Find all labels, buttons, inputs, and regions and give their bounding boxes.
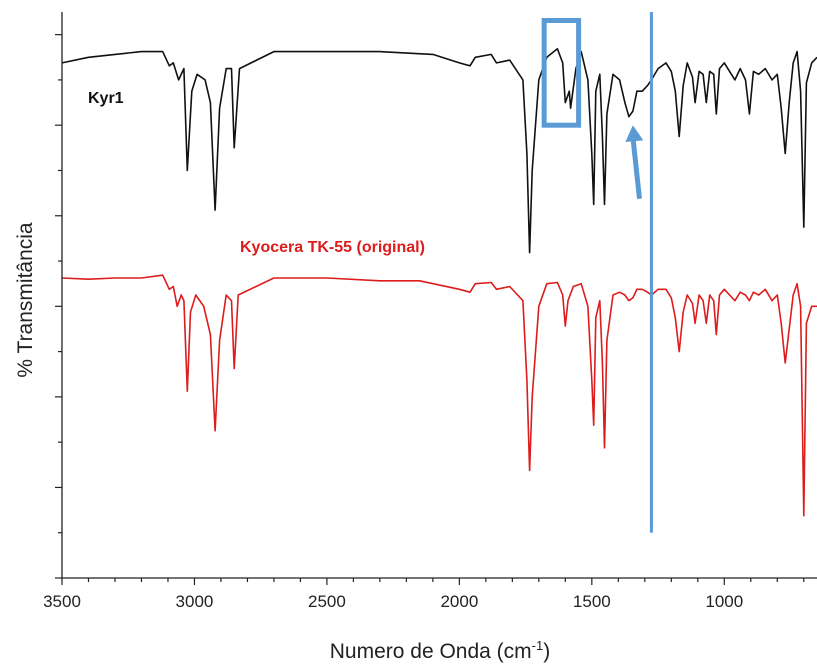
- arrow-shaft: [630, 136, 642, 200]
- x-tick-label: 1500: [573, 592, 611, 611]
- x-tick-label: 3000: [176, 592, 214, 611]
- arrow-head: [625, 125, 644, 142]
- x-axis-title-tail: ): [543, 640, 550, 663]
- series-line-0: [61, 48, 817, 254]
- highlight-box: [541, 17, 582, 128]
- y-axis-title: % Transmitância: [14, 222, 37, 378]
- x-tick-label: 2500: [308, 592, 346, 611]
- x-tick-label: 2000: [440, 592, 478, 611]
- axes-layer: 3500 3000 2500 2000 1500 1000: [43, 12, 817, 611]
- x-axis-title: Numero de Onda (cm-1): [330, 638, 550, 663]
- series-label-tk55: Kyocera TK-55 (original): [240, 239, 425, 256]
- x-axis-title-sup: -1: [532, 638, 544, 653]
- series-label-kyr1: Kyr1: [88, 90, 124, 107]
- x-tick-label: 3500: [43, 592, 81, 611]
- annotation-layer: [541, 12, 653, 533]
- series-layer: [61, 48, 817, 517]
- x-axis-title-main: Numero de Onda (cm: [330, 640, 532, 663]
- series-line-1: [61, 274, 817, 517]
- x-tick-label: 1000: [705, 592, 743, 611]
